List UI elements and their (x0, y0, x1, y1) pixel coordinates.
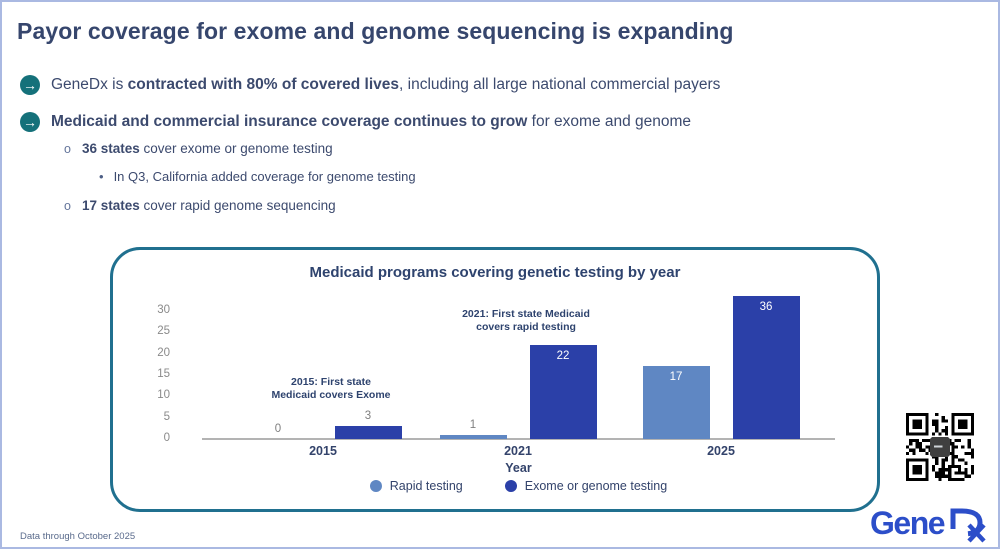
arrow-circle-icon: → (20, 112, 40, 132)
bar-value-label: 3 (364, 410, 372, 422)
bar-value-label: 0 (274, 423, 282, 435)
dot-marker: • (99, 169, 104, 184)
genedx-logo: Gene (870, 506, 986, 544)
legend-label: Rapid testing (389, 479, 463, 493)
bullet-text: Medicaid and commercial insurance covera… (51, 113, 692, 130)
bar-chart: 0 5 10 15 20 25 30 0 1 17 3 22 36 2015 2021 2025 2015: F… (113, 250, 877, 509)
subbullet-36-states: o 36 states cover exome or genome testin… (64, 141, 333, 156)
bullet-contracted: → GeneDx is contracted with 80% of cover… (20, 75, 720, 95)
qr-code (906, 413, 974, 481)
x-tick-label: 2015 (309, 444, 337, 458)
bar-value-label: 17 (669, 371, 683, 383)
y-tick-label: 10 (157, 389, 170, 402)
bar-2025-rapid (642, 366, 710, 439)
bar-value-label: 22 (556, 350, 570, 362)
y-tick-label: 20 (157, 346, 170, 359)
logo-gene-text: Gene (870, 505, 946, 541)
x-axis-title: Year (505, 461, 532, 475)
bar-value-label: 36 (759, 301, 773, 313)
subbullet-california: • In Q3, California added coverage for g… (99, 169, 416, 184)
y-tick-label: 30 (157, 303, 170, 316)
bar-2021-rapid (439, 435, 507, 439)
chart-annotation: 2015: First state Medicaid covers Exome (271, 376, 391, 401)
chart-title: Medicaid programs covering genetic testi… (309, 264, 681, 281)
bar-value-label: 1 (469, 419, 477, 431)
legend-item: Exome or genome testing (504, 479, 668, 493)
y-tick-label: 0 (163, 432, 170, 444)
subbullet-17-states: o 17 states cover rapid genome sequencin… (64, 198, 336, 213)
bullet-text: GeneDx is contracted with 80% of covered… (51, 76, 721, 93)
chart-card: Medicaid programs covering genetic testi… (110, 247, 880, 512)
y-tick-label: 25 (157, 325, 170, 338)
bar-2015-exome (334, 426, 402, 439)
circle-marker: o (64, 199, 71, 213)
chart-legend: Rapid testing Exome or genome testing (202, 479, 835, 493)
subbullet-text: 36 states cover exome or genome testing (81, 141, 333, 156)
bar-2021-exome (529, 345, 597, 439)
legend-dot-icon (504, 480, 517, 492)
footer-note: Data through October 2025 (20, 531, 136, 542)
y-tick-label: 15 (157, 367, 170, 380)
bar-2025-exome (732, 296, 800, 439)
page-title: Payor coverage for exome and genome sequ… (17, 18, 734, 44)
y-tick-label: 5 (163, 410, 170, 423)
x-tick-label: 2025 (707, 444, 735, 458)
x-tick-label: 2021 (504, 444, 532, 458)
bullet-medicaid-growth: → Medicaid and commercial insurance cove… (20, 112, 691, 132)
circle-marker: o (64, 142, 71, 156)
chart-annotation: 2021: First state Medicaid covers rapid t… (462, 308, 590, 333)
legend-label: Exome or genome testing (524, 479, 668, 493)
legend-item: Rapid testing (369, 479, 463, 493)
x-axis-line (202, 438, 835, 440)
legend-dot-icon (369, 480, 382, 492)
subbullet-text: 17 states cover rapid genome sequencing (81, 198, 336, 213)
subbullet-text: In Q3, California added coverage for gen… (113, 169, 416, 184)
logo-dx-glyph (950, 508, 986, 543)
arrow-circle-icon: → (20, 75, 40, 95)
